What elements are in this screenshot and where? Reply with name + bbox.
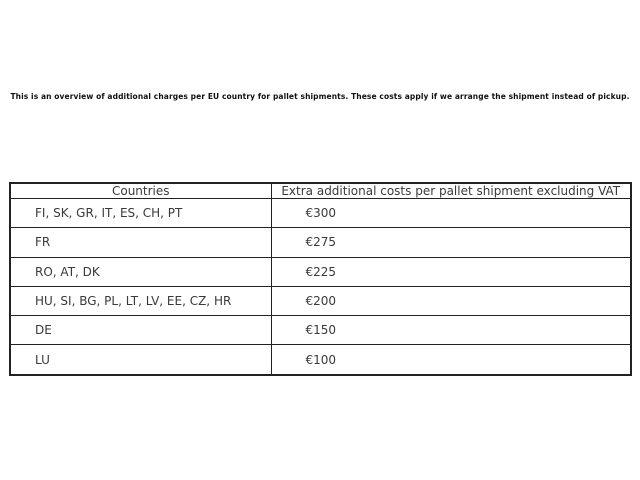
cost-cell: €300 <box>270 197 632 229</box>
countries-header: Countries <box>9 182 272 199</box>
table-row: DE €150 <box>9 314 632 346</box>
table-row: HU, SI, BG, PL, LT, LV, EE, CZ, HR €200 <box>9 285 632 317</box>
cost-cell: €100 <box>270 344 632 376</box>
cost-cell: €150 <box>270 314 632 346</box>
table-row: LU €100 <box>9 344 632 376</box>
countries-cell: RO, AT, DK <box>9 256 272 287</box>
table-row: FR €275 <box>9 227 632 258</box>
cost-cell: €200 <box>270 285 632 317</box>
cost-cell: €225 <box>270 256 632 287</box>
countries-cell: LU <box>9 344 272 376</box>
cost-cell: €275 <box>270 227 632 258</box>
cost-header: Extra additional costs per pallet shipme… <box>270 182 632 199</box>
countries-cell: HU, SI, BG, PL, LT, LV, EE, CZ, HR <box>9 285 272 317</box>
countries-cell: DE <box>9 314 272 346</box>
table-row: RO, AT, DK €225 <box>9 256 632 287</box>
table-header-row: Countries Extra additional costs per pal… <box>9 182 632 199</box>
countries-cell: FI, SK, GR, IT, ES, CH, PT <box>9 197 272 229</box>
table-row: FI, SK, GR, IT, ES, CH, PT €300 <box>9 197 632 229</box>
countries-cell: FR <box>9 227 272 258</box>
shipping-costs-table: Countries Extra additional costs per pal… <box>9 182 632 376</box>
intro-note: This is an overview of additional charge… <box>10 92 630 101</box>
